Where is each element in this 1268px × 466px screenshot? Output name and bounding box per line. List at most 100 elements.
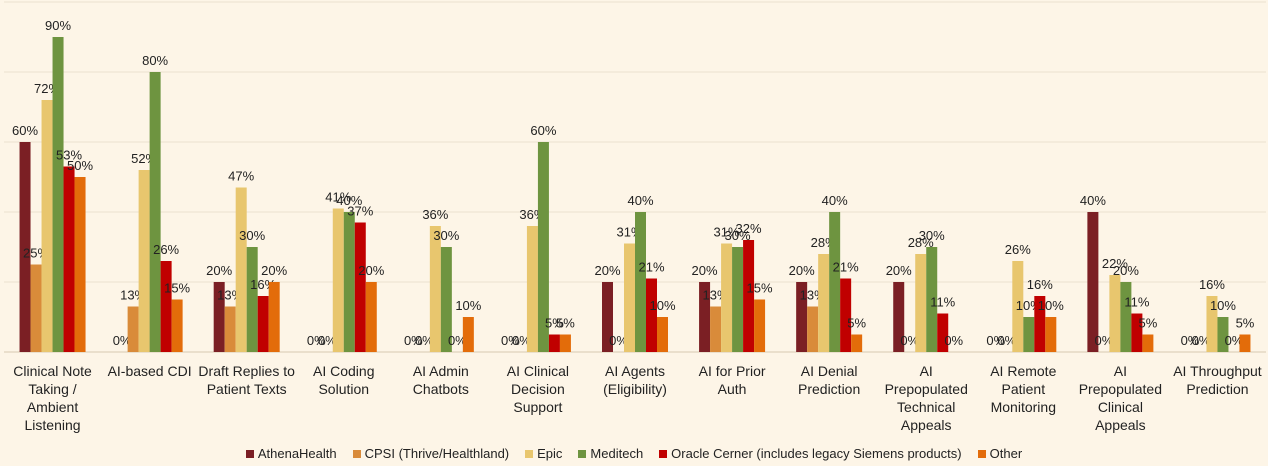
bar [354,222,366,352]
legend-item: Meditech [578,446,643,461]
bar [257,296,269,352]
data-label: 50% [67,158,93,173]
legend: AthenaHealth CPSI (Thrive/Healthland) Epic… [0,446,1268,461]
bar [365,282,377,352]
bar [462,317,474,352]
data-label: 30% [433,228,459,243]
data-label: 40% [822,193,848,208]
data-label: 0% [448,333,467,348]
bar [235,187,247,352]
data-label: 21% [638,260,664,275]
legend-swatch [659,449,668,458]
x-tick-label: AI Clinical Decision Support [506,363,570,415]
data-label: 10% [1038,298,1064,313]
data-label: 10% [1210,298,1236,313]
bar [915,254,927,352]
bar [1217,317,1229,352]
legend-swatch [977,449,986,458]
bar [721,243,733,352]
x-tick-label: Clinical Note Taking / Ambient Listening [13,363,92,433]
bar [1206,296,1218,352]
data-label: 0% [1192,333,1211,348]
bar [829,212,841,352]
x-tick-label: AI Prepopulated Clinical Appeals [1078,363,1163,433]
data-label: 0% [1181,333,1200,348]
bar [537,142,549,352]
bar [268,282,280,352]
data-label: 21% [833,260,859,275]
bar [851,334,863,352]
bar [213,282,225,352]
data-label: 20% [206,263,232,278]
data-label: 20% [692,263,718,278]
data-label: 5% [1236,316,1255,331]
data-label: 90% [45,18,71,33]
data-label: 37% [347,204,373,219]
data-label: 10% [455,298,481,313]
bar [1023,317,1035,352]
bar [1012,261,1024,352]
data-label: 16% [1199,277,1225,292]
bar [41,100,53,352]
bar [138,170,150,352]
bar [1045,317,1057,352]
data-label: 16% [1027,277,1053,292]
data-label: 5% [545,316,564,331]
bar [807,306,819,352]
bar [893,282,905,352]
bar [160,261,172,352]
data-label: 26% [153,242,179,257]
data-label: 0% [415,333,434,348]
data-label: 40% [1080,193,1106,208]
data-label: 5% [847,316,866,331]
legend-label: Epic [537,446,563,461]
bar [171,299,183,352]
bar [332,208,344,352]
data-label: 40% [336,193,362,208]
x-tick-label: Draft Replies to Patient Texts [198,363,295,397]
x-tick-label: AI Admin Chatbots [412,363,469,397]
bar [624,243,635,352]
bar [559,334,571,352]
bar [224,306,236,352]
bar [754,299,766,352]
bar [1087,212,1099,352]
bar [526,226,538,352]
legend-label: CPSI (Thrive/Healthland) [364,446,510,461]
x-tick-label: AI Denial Prediction [798,363,861,397]
legend-swatch [525,449,534,458]
bar [699,282,711,352]
x-tick-label: AI Coding Solution [313,363,375,397]
data-label: 15% [164,281,190,296]
data-label: 0% [997,333,1016,348]
legend-item: CPSI (Thrive/Healthland) [352,446,510,461]
bar [74,177,86,352]
data-label: 40% [627,193,653,208]
legend-label: Other [989,446,1023,461]
data-label: 0% [307,333,326,348]
data-label: 31% [714,225,740,240]
data-label: 0% [318,333,337,348]
bar [440,247,452,352]
legend-label: Oracle Cerner (includes legacy Siemens p… [671,446,962,461]
data-label: 22% [1102,256,1128,271]
data-label: 36% [422,207,448,222]
data-label: 26% [1005,242,1031,257]
data-label: 20% [261,263,287,278]
bar [840,278,852,352]
bar [343,212,355,352]
legend-item: Oracle Cerner (includes legacy Siemens p… [659,446,962,461]
bar [548,334,560,352]
legend-item: Epic [525,446,562,461]
data-label: 0% [512,333,531,348]
data-label: 0% [1094,333,1113,348]
data-label: 60% [530,123,556,138]
x-tick-label: AI Throughput Prediction [1173,363,1262,397]
legend-swatch [352,449,361,458]
data-label: 11% [930,295,955,310]
legend-label: Meditech [590,446,644,461]
bar [602,282,613,352]
data-label: 80% [142,53,168,68]
